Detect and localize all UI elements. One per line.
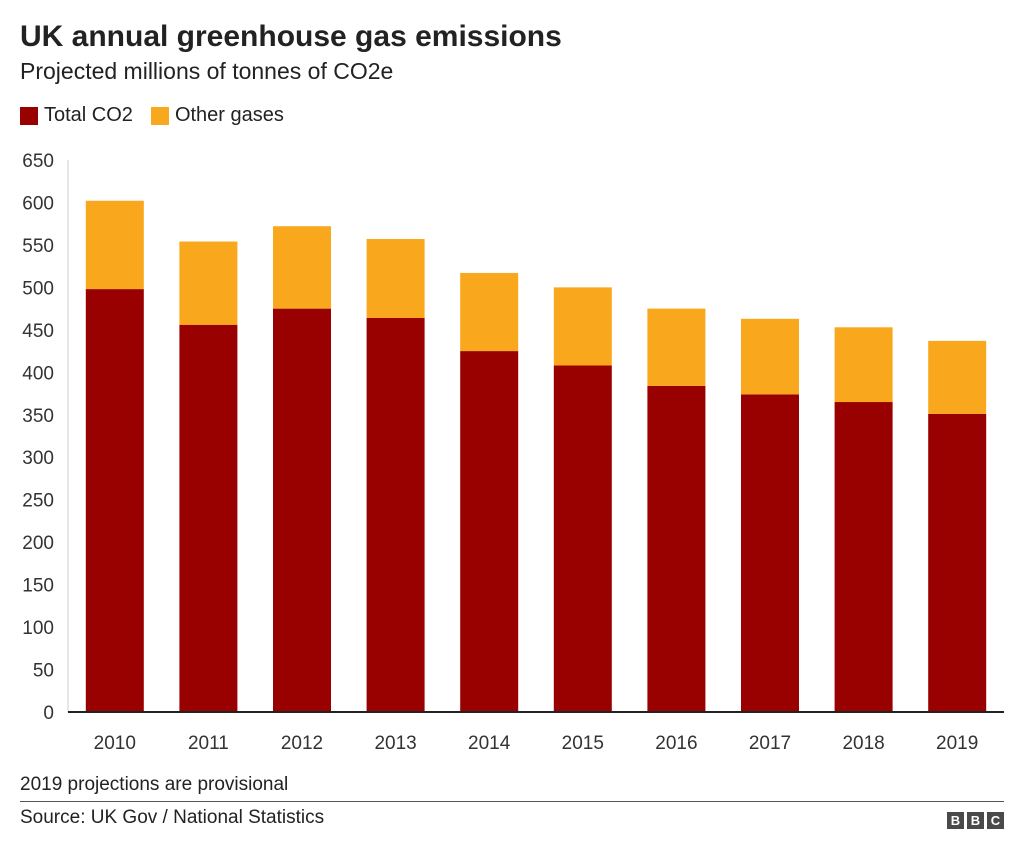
- bar-total-co2-2016: [647, 385, 706, 712]
- bar-total-co2-2014: [460, 351, 519, 712]
- x-tick-label: 2013: [374, 733, 416, 754]
- bbc-logo-letter: C: [987, 812, 1004, 829]
- y-tick-label: 100: [22, 618, 54, 639]
- bar-other-gases-2014: [460, 272, 519, 352]
- y-tick-label: 50: [33, 661, 54, 682]
- x-tick-label: 2019: [936, 733, 978, 754]
- bar-other-gases-2018: [834, 327, 893, 403]
- y-tick-label: 250: [22, 491, 54, 512]
- legend-swatch-total-co2: [20, 106, 38, 125]
- y-tick-label: 400: [22, 363, 54, 384]
- bar-total-co2-2010: [85, 289, 144, 712]
- y-tick-label: 200: [22, 533, 54, 554]
- stacked-bar-chart: 0 50 100 150 200 250 300 350 400 450 500 550 600 650 2…: [22, 151, 1004, 754]
- x-tick-label: 2012: [281, 733, 323, 754]
- legend-swatch-other-gases: [150, 106, 169, 125]
- bar-other-gases-2011: [179, 241, 238, 325]
- x-tick-label: 2014: [468, 733, 511, 754]
- chart-title: UK annual greenhouse gas emissions: [20, 20, 562, 53]
- bar-other-gases-2013: [366, 238, 425, 318]
- bbc-logo: B B C: [947, 812, 1004, 829]
- legend-label-other-gases: Other gases: [174, 104, 284, 126]
- bar-total-co2-2019: [928, 413, 987, 712]
- legend-item-total-co2: Total CO2: [20, 104, 133, 127]
- bbc-logo-letter: B: [947, 812, 964, 829]
- provisional-note: 2019 projections are provisional: [20, 774, 289, 795]
- x-tick-label: 2016: [655, 733, 697, 754]
- x-tick-label: 2011: [188, 733, 229, 754]
- y-tick-label: 450: [22, 321, 54, 342]
- legend-item-other-gases: Other gases: [150, 104, 284, 127]
- bar-total-co2-2015: [553, 365, 612, 712]
- chart-subtitle: Projected millions of tonnes of CO2e: [20, 58, 394, 84]
- bar-other-gases-2015: [553, 287, 612, 366]
- bar-other-gases-2010: [85, 200, 144, 290]
- y-tick-label: 650: [22, 151, 54, 172]
- bar-total-co2-2013: [366, 317, 425, 712]
- y-tick-label: 150: [22, 576, 54, 597]
- y-tick-label: 550: [22, 236, 54, 257]
- bar-other-gases-2012: [273, 226, 331, 309]
- bar-total-co2-2011: [179, 324, 238, 712]
- x-tick-label: 2018: [842, 733, 884, 754]
- y-tick-label: 600: [22, 193, 54, 214]
- y-tick-label: 500: [22, 278, 54, 299]
- y-tick-label: 0: [43, 703, 54, 724]
- bar-other-gases-2016: [647, 308, 706, 386]
- bbc-logo-letter: B: [967, 812, 984, 829]
- y-tick-label: 300: [22, 448, 54, 469]
- x-tick-label: 2010: [94, 733, 136, 754]
- y-tick-label: 350: [22, 406, 54, 427]
- legend-label-total-co2: Total CO2: [44, 104, 133, 126]
- source-text: Source: UK Gov / National Statistics: [20, 807, 325, 828]
- x-tick-label: 2017: [749, 733, 791, 754]
- bar-total-co2-2018: [834, 402, 893, 712]
- chart-legend: Total CO2 Other gases: [20, 104, 302, 127]
- bar-other-gases-2017: [741, 318, 799, 395]
- footer-divider: [20, 801, 1004, 802]
- bar-total-co2-2012: [273, 308, 331, 712]
- bar-total-co2-2017: [741, 394, 799, 712]
- x-tick-label: 2015: [562, 733, 604, 754]
- bar-other-gases-2019: [928, 340, 987, 414]
